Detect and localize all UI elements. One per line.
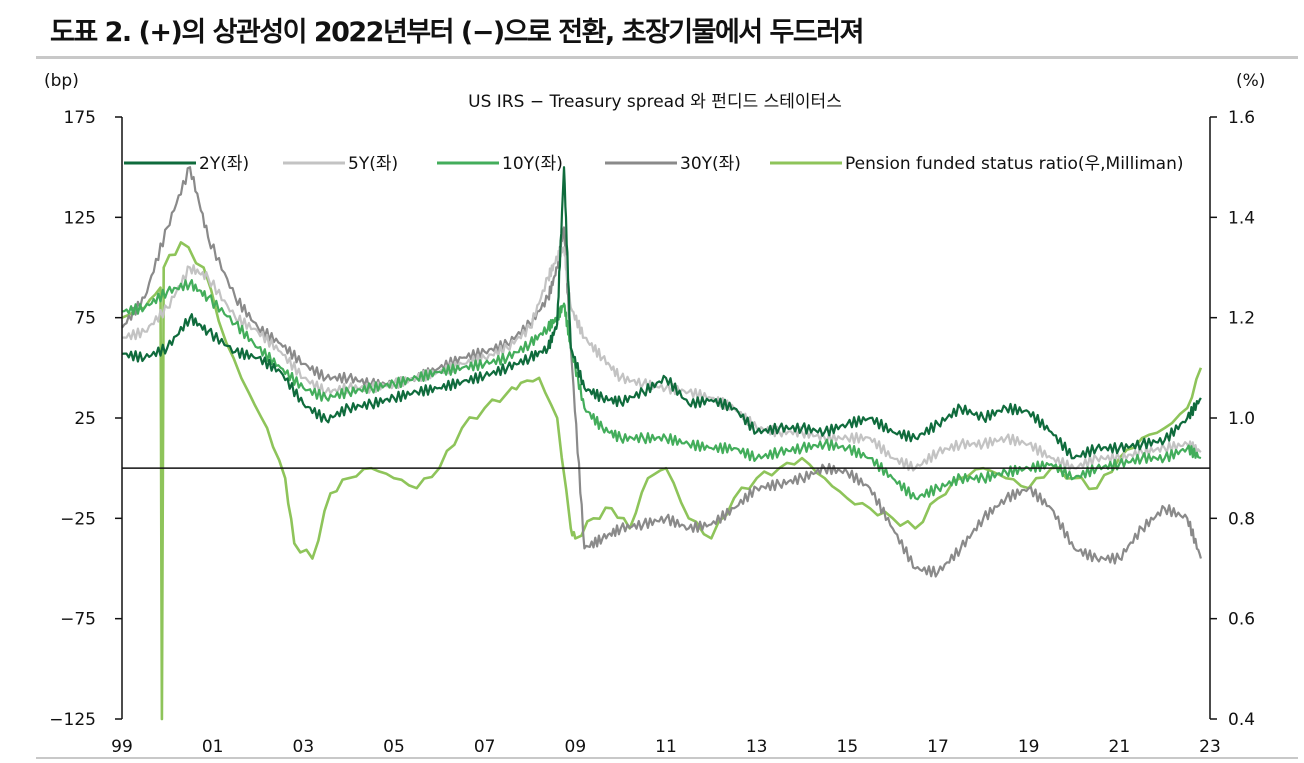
x-tick-label: 17 <box>927 737 949 757</box>
left-tick-label: −125 <box>49 710 96 730</box>
x-tick-label: 21 <box>1109 737 1131 757</box>
x-tick-label: 01 <box>202 737 224 757</box>
chart-title: US IRS − Treasury spread 와 펀디드 스테이터스 <box>468 92 842 112</box>
x-tick-label: 05 <box>383 737 405 757</box>
left-tick-label: 25 <box>74 409 96 429</box>
left-tick-label: −25 <box>60 509 96 529</box>
title-rule <box>36 56 1298 59</box>
x-tick-label: 11 <box>655 737 677 757</box>
legend-label-0: 2Y(좌) <box>199 154 249 174</box>
series-line-3 <box>121 166 1202 578</box>
left-tick-label: 175 <box>64 108 96 128</box>
series-line-0 <box>121 166 1202 460</box>
right-tick-label: 0.6 <box>1228 610 1255 630</box>
x-tick-label: 15 <box>837 737 859 757</box>
right-tick-label: 1.2 <box>1228 309 1255 329</box>
series-line-1 <box>121 246 1202 472</box>
x-tick-label: 23 <box>1199 737 1221 757</box>
left-axis-unit: (bp) <box>44 71 79 91</box>
left-tick-label: 75 <box>74 309 96 329</box>
x-tick-label: 07 <box>474 737 496 757</box>
left-tick-label: −75 <box>60 610 96 630</box>
series-line-4 <box>121 241 1203 721</box>
left-tick-label: 125 <box>64 208 96 228</box>
right-tick-label: 1.0 <box>1228 409 1255 429</box>
right-axis-unit: (%) <box>1236 71 1265 91</box>
right-tick-label: 1.4 <box>1228 208 1255 228</box>
series-layer <box>121 166 1203 721</box>
x-tick-label: 99 <box>111 737 133 757</box>
x-tick-label: 09 <box>565 737 587 757</box>
legend-label-4: Pension funded status ratio(우,Milliman) <box>845 154 1183 174</box>
figure-title: 도표 2. (+)의 상관성이 2022년부터 (−)으로 전환, 초장기물에서… <box>50 17 864 48</box>
right-tick-label: 1.6 <box>1228 108 1255 128</box>
bottom-rule <box>36 757 1298 759</box>
legend-label-2: 10Y(좌) <box>502 154 563 174</box>
x-tick-label: 13 <box>746 737 768 757</box>
x-tick-label: 19 <box>1018 737 1040 757</box>
x-tick-label: 03 <box>293 737 315 757</box>
legend-label-1: 5Y(좌) <box>348 154 398 174</box>
axes-layer: 175 125 75 25 −25 −75 −125 1.6 1.4 1.2 1.0 0.8 0.6 0.… <box>49 108 1255 757</box>
right-tick-label: 0.4 <box>1228 710 1255 730</box>
legend: 2Y(좌) 5Y(좌) 10Y(좌) 30Y(좌) Pension funded sta… <box>124 154 1183 174</box>
series-line-2 <box>121 279 1202 501</box>
legend-label-3: 30Y(좌) <box>680 154 741 174</box>
right-tick-label: 0.8 <box>1228 509 1255 529</box>
